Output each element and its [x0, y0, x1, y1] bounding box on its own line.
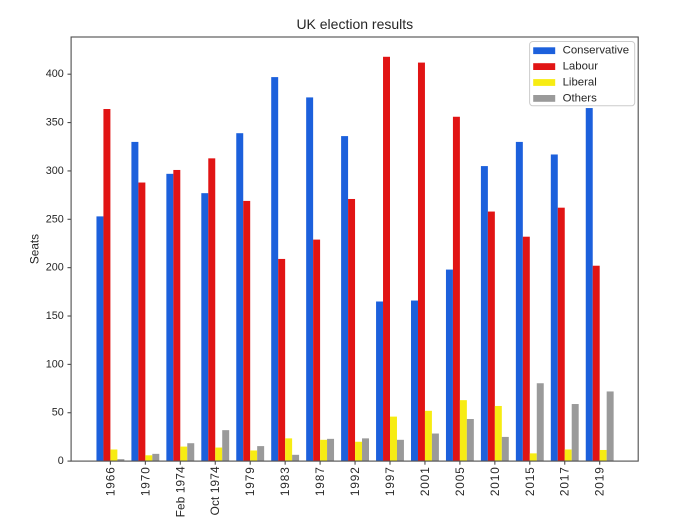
- svg-text:100: 100: [46, 358, 64, 370]
- svg-text:Labour: Labour: [563, 61, 599, 73]
- svg-text:Feb 1974: Feb 1974: [173, 466, 187, 517]
- svg-text:Oct 1974: Oct 1974: [208, 466, 222, 515]
- svg-text:50: 50: [52, 407, 64, 419]
- svg-text:2015: 2015: [523, 466, 537, 496]
- svg-text:2019: 2019: [593, 466, 607, 496]
- svg-text:Seats: Seats: [28, 234, 42, 264]
- svg-text:1966: 1966: [103, 466, 117, 496]
- svg-text:2005: 2005: [453, 466, 467, 496]
- svg-text:2001: 2001: [418, 466, 432, 496]
- svg-text:1992: 1992: [348, 466, 362, 496]
- svg-text:350: 350: [46, 117, 64, 129]
- svg-text:UK election results: UK election results: [296, 16, 413, 32]
- svg-text:300: 300: [46, 165, 64, 177]
- svg-text:Others: Others: [563, 92, 597, 104]
- svg-text:1970: 1970: [138, 466, 152, 496]
- svg-text:1987: 1987: [313, 466, 327, 496]
- svg-text:Conservative: Conservative: [563, 45, 629, 57]
- svg-text:0: 0: [58, 455, 64, 467]
- svg-text:1979: 1979: [243, 466, 257, 496]
- svg-text:1983: 1983: [278, 466, 292, 496]
- svg-text:Liberal: Liberal: [563, 77, 597, 89]
- svg-text:2010: 2010: [488, 466, 502, 496]
- svg-text:150: 150: [46, 310, 64, 322]
- svg-text:250: 250: [46, 213, 64, 225]
- svg-text:2017: 2017: [558, 466, 572, 496]
- svg-text:200: 200: [46, 262, 64, 274]
- svg-text:1997: 1997: [383, 466, 397, 496]
- svg-text:400: 400: [46, 68, 64, 80]
